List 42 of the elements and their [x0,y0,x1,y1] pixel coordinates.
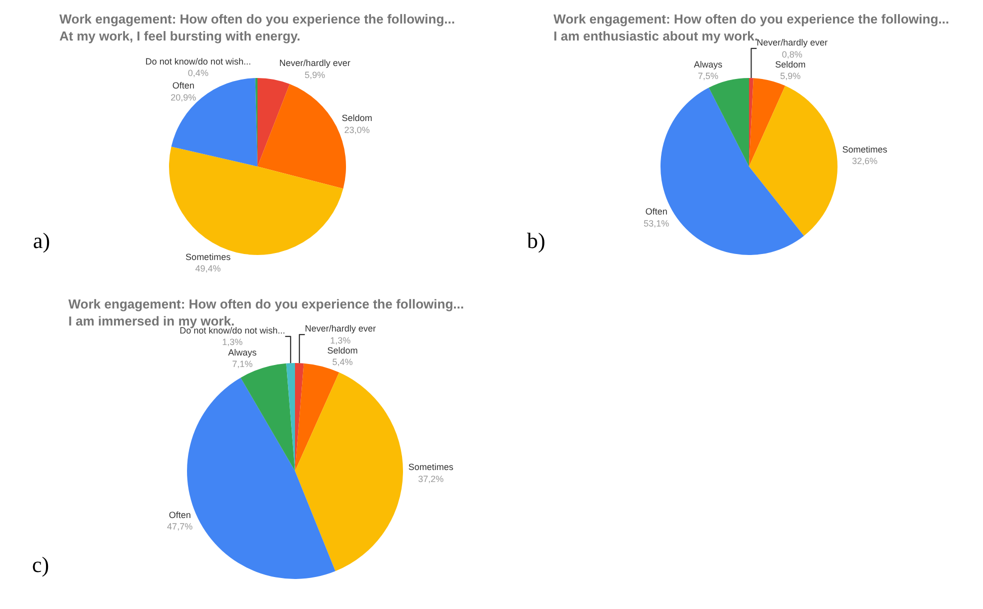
data-label: 7,5% [698,71,718,82]
pie-slice [171,78,258,166]
slice-label: Sometimes [842,144,888,155]
data-label: 37,2% [418,474,444,484]
slice-label: Often [168,510,191,520]
slice-label: Never/hardly ever [756,38,828,48]
data-label: 5,4% [332,357,353,368]
data-label: 47,7% [167,521,193,532]
slice-label: Always [228,347,258,358]
pie-slice [169,146,344,255]
data-label: 0,8% [782,49,802,60]
data-label: 0,4% [188,68,208,78]
data-label: 23,0% [344,124,370,135]
slice-label: Seldom [342,113,372,124]
slice-label: Often [645,206,668,217]
slice-label: Seldom [775,59,806,70]
slice-label: Never/hardly ever [279,58,350,68]
pie-slice [286,363,295,471]
pie-slice [295,372,403,572]
slice-label: Often [172,80,194,91]
data-label: 1,3% [222,337,243,348]
data-label: 53,1% [644,218,670,228]
data-label: 1,3% [330,335,351,346]
text: a) [33,228,50,253]
slice-label: Always [694,59,723,70]
data-label: 20,9% [170,92,196,102]
slice-label: Seldom [327,345,358,356]
pie-slice [708,78,749,166]
data-label: 49,4% [195,264,221,274]
slice-label: Do not know/do not wish... [145,56,251,66]
pie-slice [749,86,838,236]
text: b) [527,228,546,253]
data-label: 32,6% [852,156,878,166]
data-label: 5,9% [780,71,801,82]
slice-label: Sometimes [186,252,232,262]
text: c) [32,552,50,577]
data-label: 7,1% [232,358,253,369]
pie-slice [258,78,290,166]
chart-title: Work engagement: How often do you experience the following... At my work, I feel bursting with energy. [59,12,455,44]
pie-slice [295,363,304,471]
slice-label: Sometimes [408,462,454,472]
data-label: 5,9% [304,70,326,80]
